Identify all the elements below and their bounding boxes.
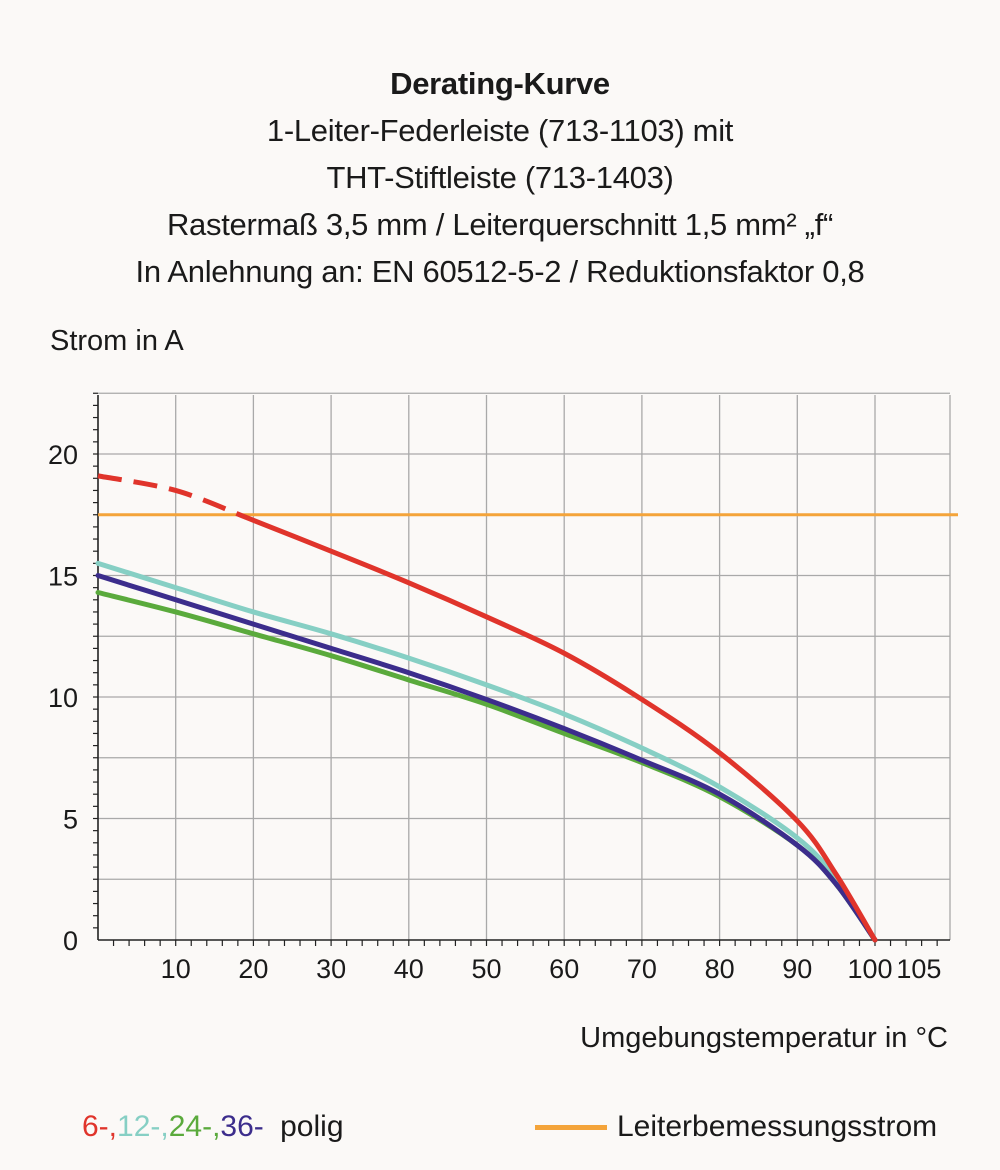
chart-subtitle-3: Rastermaß 3,5 mm / Leiterquerschnitt 1,5… bbox=[166, 207, 834, 242]
x-tick-label: 10 bbox=[161, 954, 191, 984]
series-line-6-dashed bbox=[97, 473, 247, 520]
series-line-6 bbox=[243, 514, 878, 943]
legend-item-24: 24-, bbox=[168, 1110, 221, 1143]
x-tick-label: 90 bbox=[782, 954, 812, 984]
legend-item-12: 12-, bbox=[117, 1110, 169, 1143]
x-axis-label: Umgebungstemperatur in °C bbox=[580, 1022, 948, 1054]
x-tick-label: 80 bbox=[705, 954, 735, 984]
y-axis-label: Strom in A bbox=[50, 325, 184, 357]
x-tick-label: 30 bbox=[316, 954, 346, 984]
y-tick-label: 0 bbox=[63, 926, 78, 956]
chart-subtitle-4: In Anlehnung an: EN 60512-5-2 / Reduktio… bbox=[135, 254, 865, 289]
x-tick-label: 100 bbox=[847, 954, 892, 984]
title-block: Derating-Kurve 1-Leiter-Federleiste (713… bbox=[0, 60, 1000, 295]
chart-subtitle-2: THT-Stiftleiste (713-1403) bbox=[326, 160, 674, 195]
x-tick-label: 50 bbox=[471, 954, 501, 984]
reference-legend-label: Leiterbemessungsstrom bbox=[617, 1110, 938, 1143]
y-tick-label: 5 bbox=[63, 805, 78, 835]
x-tick-label: 40 bbox=[394, 954, 424, 984]
y-tick-label: 15 bbox=[48, 562, 78, 592]
y-tick-label: 10 bbox=[48, 683, 78, 713]
chart-subtitle-1: 1-Leiter-Federleiste (713-1103) mit bbox=[266, 113, 734, 148]
legend-item-36: 36- bbox=[220, 1110, 264, 1143]
x-tick-label: 105 bbox=[896, 954, 941, 984]
series-legend: 6-,12-,24-,36- polig bbox=[82, 1110, 344, 1144]
reference-legend-swatch bbox=[535, 1124, 607, 1130]
legend-suffix: polig bbox=[280, 1110, 344, 1143]
series-line-36 bbox=[95, 573, 878, 943]
x-tick-label: 20 bbox=[238, 954, 268, 984]
chart-title: Derating-Kurve bbox=[390, 66, 610, 101]
reference-legend: Leiterbemessungsstrom bbox=[535, 1110, 937, 1144]
series-line-12 bbox=[95, 560, 878, 943]
legend-item-6: 6-, bbox=[82, 1110, 118, 1143]
x-tick-label: 70 bbox=[627, 954, 657, 984]
x-tick-label: 60 bbox=[549, 954, 579, 984]
y-tick-label: 20 bbox=[48, 440, 78, 470]
